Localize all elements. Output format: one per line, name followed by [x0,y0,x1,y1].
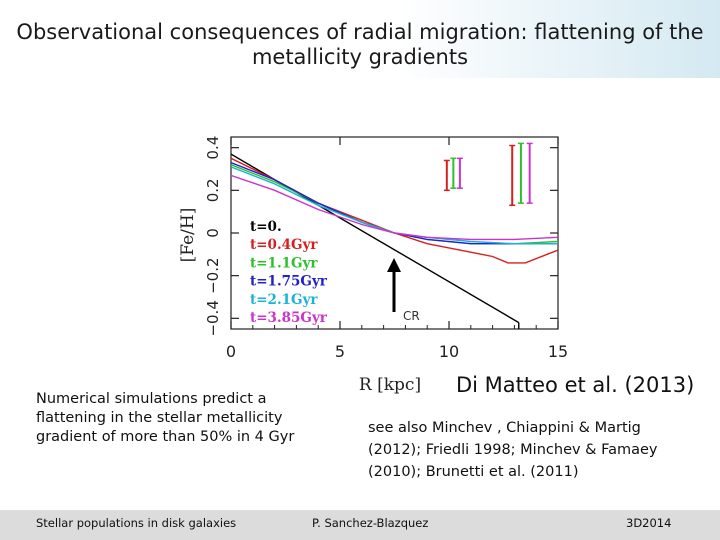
y-tick-label: 0.4 [204,136,222,160]
x-tick-label: 10 [439,342,459,361]
footer-left: Stellar populations in disk galaxies [36,516,237,530]
metallicity-gradient-chart: 0 5 10 15 −0.4 −0.2 0 0.2 0.4 t=0. t=0.4Gyr t=1.1G… [178,136,568,395]
legend-entry: t=0.4Gyr [250,237,318,253]
y-axis-label: [Fe/H] [178,208,198,263]
footer-center: P. Sanchez-Blazquez [312,516,429,530]
footer-bar [0,510,720,540]
see-also-note: see also Minchev , Chiappini & Martig (2… [368,420,658,480]
y-tick-label: 0.2 [204,178,222,202]
reference-credit: Di Matteo et al. (2013) [456,373,695,397]
x-tick-label: 0 [226,342,236,361]
cr-arrow [387,258,401,312]
legend-entry: t=2.1Gyr [250,292,318,308]
x-tick-label: 5 [335,342,345,361]
series-line [231,174,558,241]
footer-right: 3D2014 [626,516,672,530]
legend-entry: t=3.85Gyr [250,310,328,326]
slide-title-line1: Observational consequences of radial mig… [16,20,704,44]
y-tick-label: −0.2 [204,257,222,293]
title-band [0,0,720,78]
cr-annotation: CR [403,309,420,323]
y-tick-label: −0.4 [204,300,222,336]
legend-entry: t=1.1Gyr [250,255,318,271]
legend-entry: t=1.75Gyr [250,274,328,290]
simulation-note: Numerical simulations predict a flatteni… [36,391,295,445]
x-tick-label: 15 [548,342,568,361]
legend-entry: t=0. [250,219,282,235]
x-axis-label: R [kpc] [359,375,421,395]
slide-title-line2: metallicity gradients [251,45,469,69]
y-tick-label: 0 [204,228,222,238]
slide-title: Observational consequences of radial mig… [0,20,720,70]
